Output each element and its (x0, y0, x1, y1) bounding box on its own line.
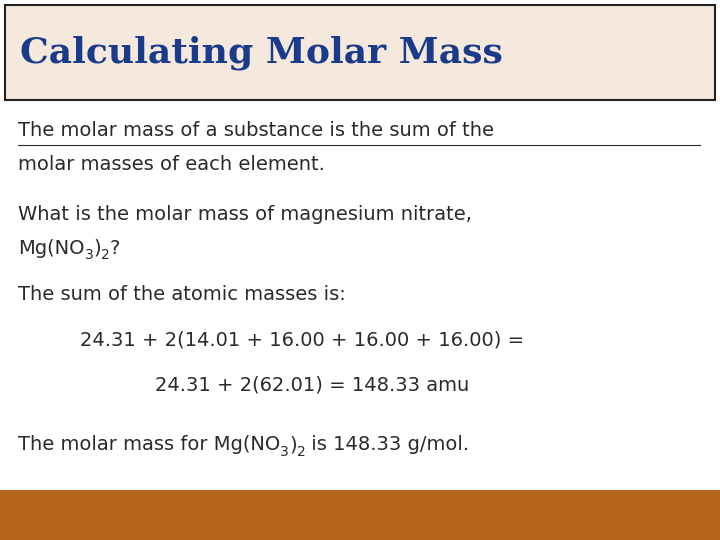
Text: Mg(NO: Mg(NO (18, 239, 84, 258)
Text: 24.31 + 2(62.01) = 148.33 amu: 24.31 + 2(62.01) = 148.33 amu (155, 375, 469, 395)
Text: 3: 3 (84, 248, 94, 262)
Text: 3: 3 (280, 445, 289, 459)
Bar (0, 490, 720, 540)
Text: molar masses of each element.: molar masses of each element. (18, 156, 325, 174)
Text: The molar mass for Mg(NO: The molar mass for Mg(NO (18, 435, 280, 455)
Text: The sum of the atomic masses is:: The sum of the atomic masses is: (18, 286, 346, 305)
Text: 24.31 + 2(14.01 + 16.00 + 16.00 + 16.00) =: 24.31 + 2(14.01 + 16.00 + 16.00 + 16.00)… (80, 330, 524, 349)
Text: What is the molar mass of magnesium nitrate,: What is the molar mass of magnesium nitr… (18, 206, 472, 225)
Text: is 148.33 g/mol.: is 148.33 g/mol. (305, 435, 469, 455)
Text: ): ) (289, 435, 297, 455)
Text: The molar mass of a substance is the sum of the: The molar mass of a substance is the sum… (18, 120, 494, 139)
Text: 2: 2 (297, 445, 305, 459)
Text: ?: ? (109, 239, 120, 258)
Text: Calculating Molar Mass: Calculating Molar Mass (20, 36, 503, 70)
Text: ): ) (94, 239, 101, 258)
Text: 2: 2 (101, 248, 109, 262)
Bar (5, 5, 715, 100)
